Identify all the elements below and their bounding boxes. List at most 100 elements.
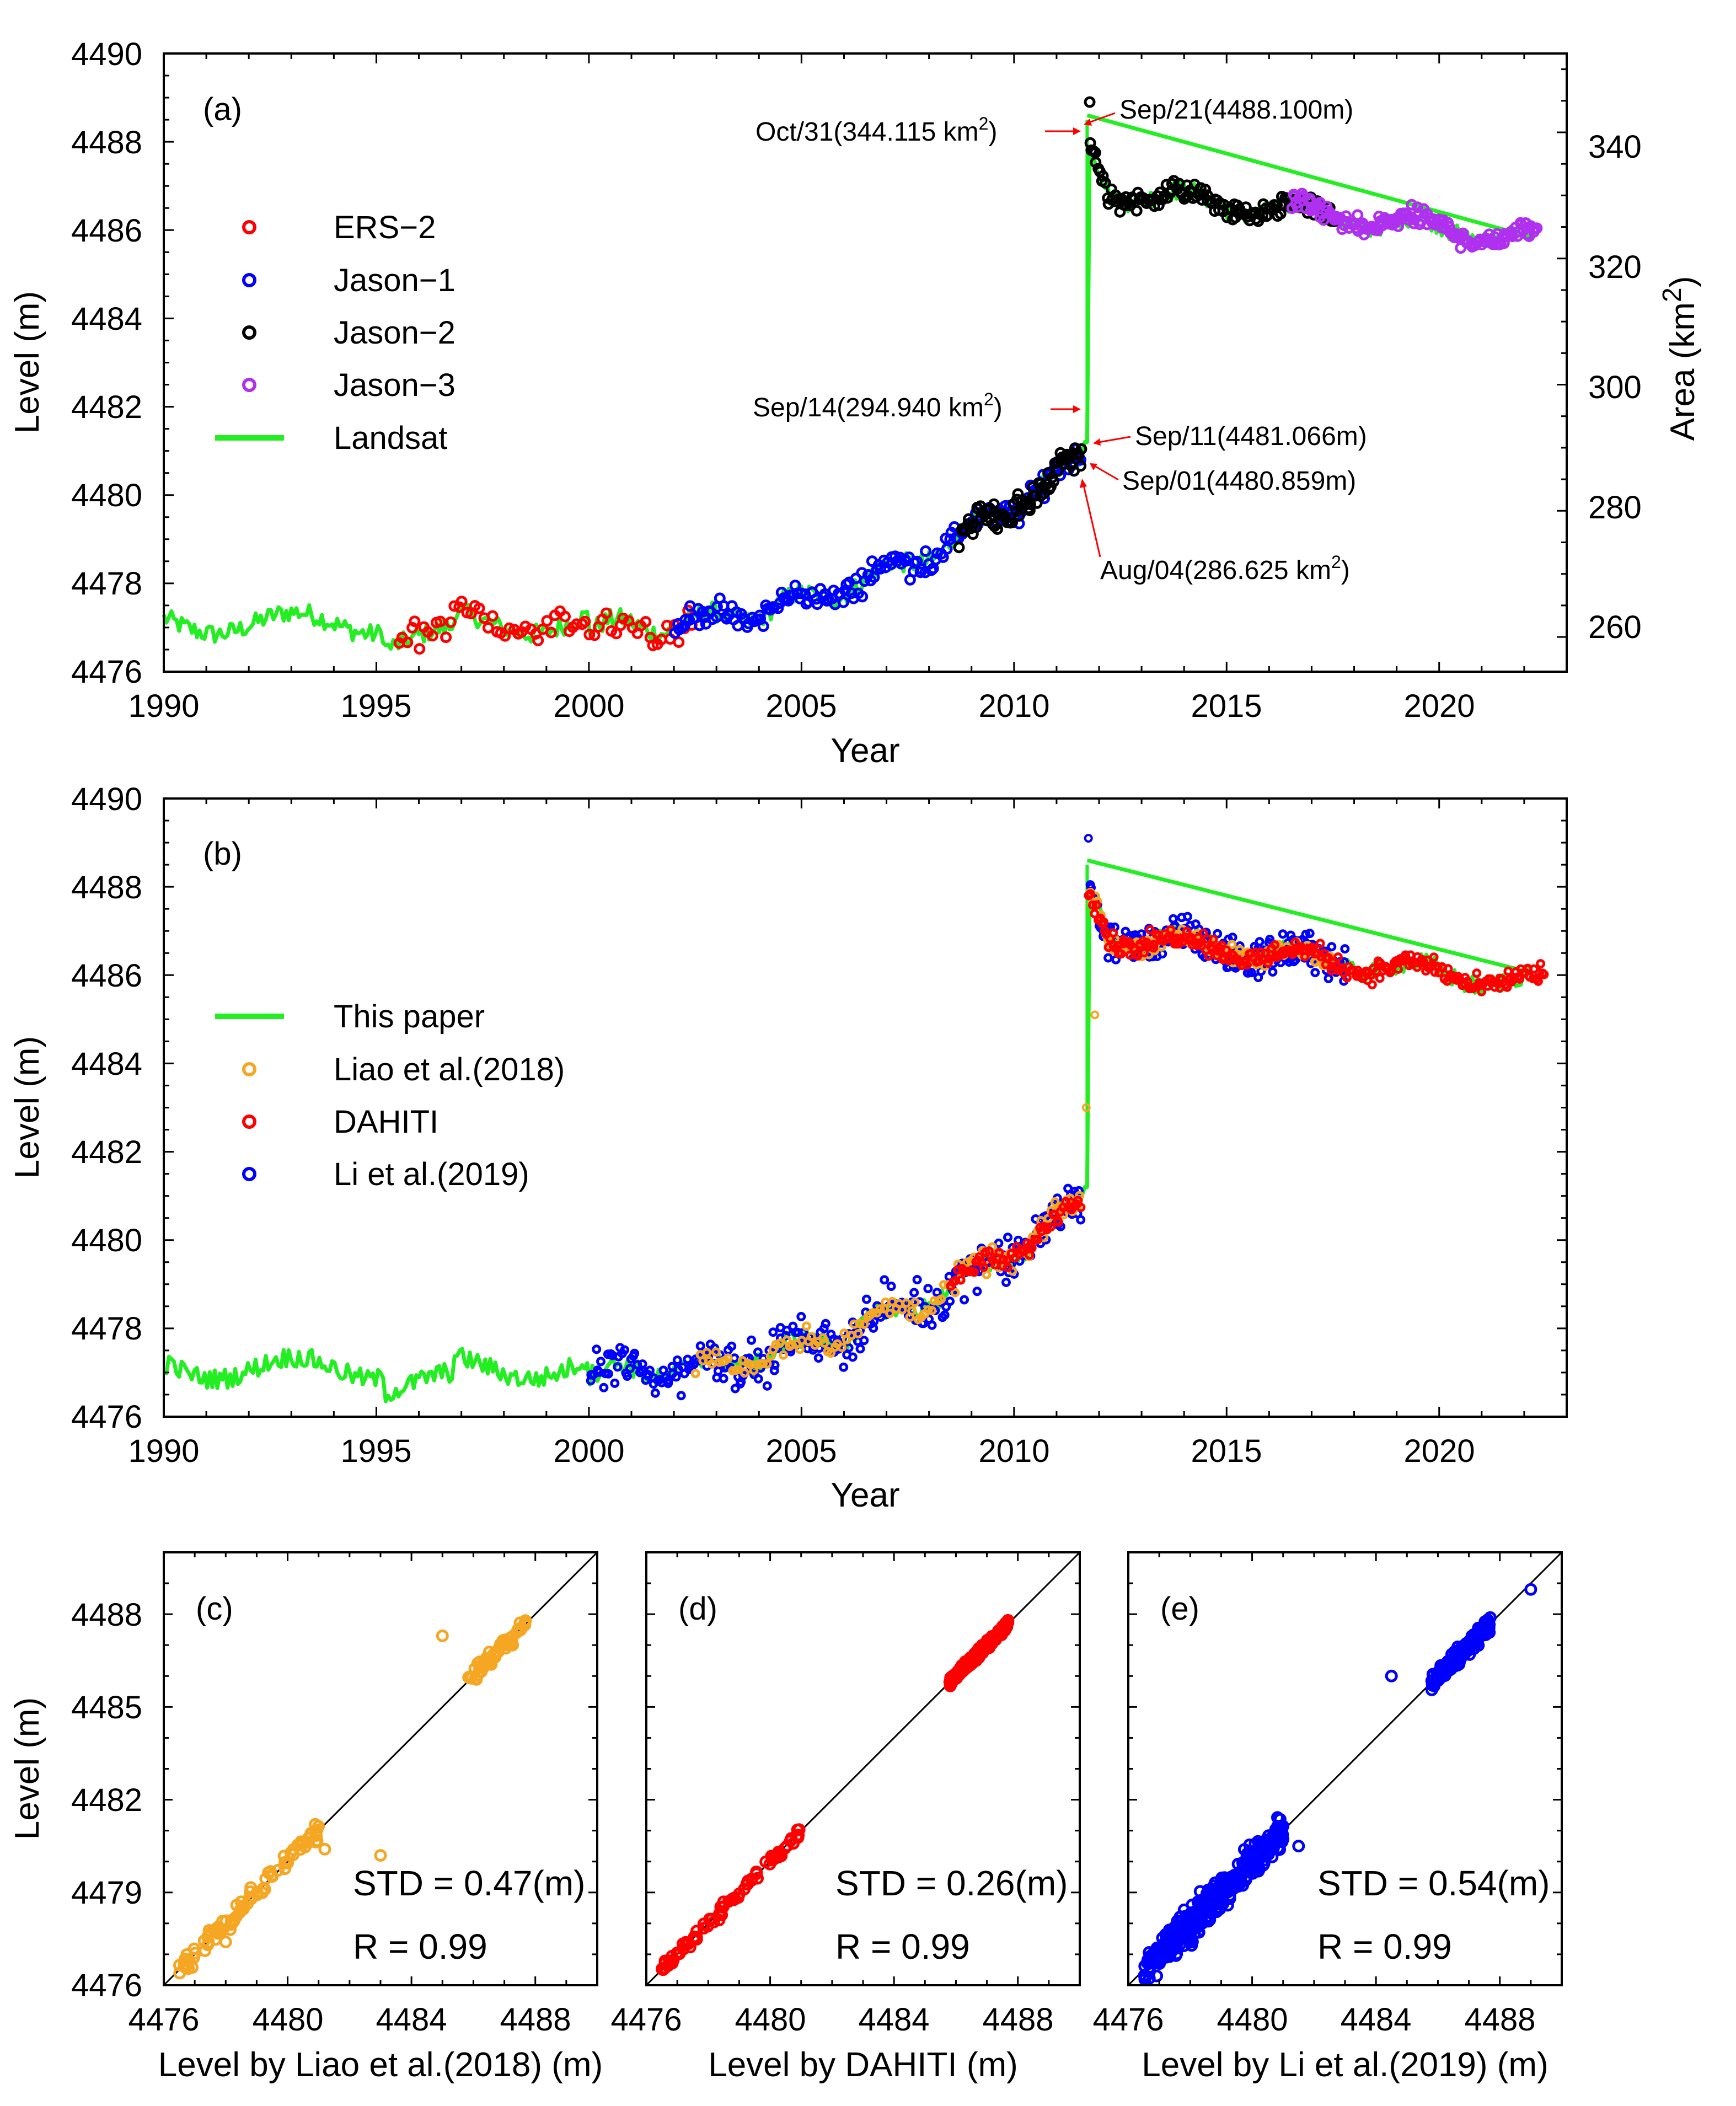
li-point [909, 1288, 919, 1298]
panel-b-xlabel: Year [831, 1476, 899, 1514]
legend-liao-marker [242, 1062, 256, 1076]
jason2-point [992, 523, 1004, 535]
ers2-point [617, 612, 629, 624]
scatter-point [732, 1891, 745, 1904]
scatter-point [1432, 1670, 1445, 1682]
scatter-point [187, 1942, 201, 1955]
scatter-point [1271, 1829, 1284, 1842]
dahiti-point [1085, 889, 1095, 899]
jason2-point [953, 542, 965, 554]
pb-xtick-2: 2000 [553, 1433, 624, 1469]
jason1-point [837, 596, 849, 608]
liao-point [690, 1369, 700, 1379]
scatter-point [1207, 1892, 1220, 1905]
scatter-outlier-point [1385, 1669, 1398, 1682]
liao-point [740, 1368, 749, 1378]
legend-jason3-marker [242, 378, 256, 392]
pc-xtick-2: 4484 [376, 2002, 447, 2038]
li-point [683, 1354, 693, 1364]
dahiti-point [1149, 940, 1159, 950]
pe-xtick-2: 4484 [1340, 2002, 1411, 2038]
panel-a-xlabel: Year [831, 732, 899, 770]
liao-outlier-point [1081, 1103, 1091, 1112]
dahiti-point [1503, 966, 1513, 976]
liao-point [711, 1347, 721, 1357]
scatter-point [212, 1927, 224, 1940]
li-point [695, 1341, 705, 1351]
scatter-point [1193, 1885, 1207, 1898]
scatter-point [1229, 1880, 1242, 1893]
scatter-point [968, 1647, 981, 1660]
li-point [592, 1344, 602, 1354]
scatter-point [944, 1678, 957, 1691]
pb-ytick-5: 4486 [71, 958, 142, 994]
legend-landsat-label: Landsat [334, 420, 447, 456]
pe-xtick-0: 4476 [1092, 2002, 1164, 2038]
pa-rtick-2: 300 [1588, 369, 1642, 405]
liao-point [1050, 1197, 1060, 1207]
pa-ytick-3: 4482 [71, 389, 142, 425]
li-point [664, 1375, 673, 1385]
ers2-point [579, 615, 591, 628]
scatter-point [1217, 1881, 1230, 1894]
scatter-point [1258, 1850, 1271, 1863]
scatter-outlier-point [1524, 1583, 1537, 1596]
dahiti-point [1116, 949, 1126, 959]
dahiti-point [1406, 950, 1416, 960]
jason2-peak-point [1084, 96, 1096, 108]
ers2-point [503, 622, 515, 634]
ers2-point [414, 643, 426, 655]
legend-jason1-label: Jason−1 [334, 262, 456, 298]
ers2-point [409, 615, 421, 628]
scatter-point [1185, 1906, 1198, 1920]
panel-b: (b) 4476 4478 4480 4482 4484 4486 4488 4… [8, 781, 1568, 1514]
li-point [622, 1371, 632, 1381]
li-point [1327, 942, 1337, 952]
panel-a-data-layer [162, 96, 1543, 655]
pb-ytick-6: 4488 [71, 870, 142, 905]
panel-b-xticklabels: 1990 1995 2000 2005 2010 2015 2020 [128, 1433, 1475, 1469]
jason1-point [856, 591, 869, 603]
liao-point [1235, 945, 1245, 955]
pb-ytick-1: 4478 [71, 1311, 142, 1347]
li-point [753, 1374, 763, 1384]
panel-c-r: R = 0.99 [353, 1927, 487, 1966]
ers2-point [401, 636, 414, 649]
scatter-point [682, 1937, 695, 1950]
scatter-point [781, 1839, 794, 1852]
liao-point [868, 1308, 878, 1318]
liao-point [853, 1329, 863, 1339]
li-point [796, 1312, 806, 1321]
pd-xtick-1: 4480 [735, 2002, 806, 2038]
scatter-point [302, 1836, 315, 1849]
li-point [848, 1352, 858, 1362]
scatter-point [1141, 1953, 1154, 1966]
dahiti-point [1208, 935, 1218, 945]
scatter-point [1232, 1866, 1245, 1879]
li-point [1003, 1232, 1012, 1242]
jason3-point [1531, 222, 1543, 234]
pc-ytick-3: 4485 [71, 1690, 142, 1725]
scatter-point [474, 1659, 487, 1672]
panel-b-ylabel: Level (m) [8, 1036, 46, 1178]
liao-point [702, 1348, 712, 1358]
arrow-sep21-head [1084, 119, 1092, 126]
pc-ytick-2: 4482 [71, 1782, 142, 1818]
scatter-point [1197, 1898, 1209, 1911]
arrow-sep01-head [1090, 463, 1097, 470]
dahiti-point [1536, 959, 1546, 969]
liao-point [875, 1304, 885, 1314]
dahiti-point [1145, 925, 1155, 935]
panel-a-ylabel: Level (m) [8, 291, 46, 433]
panel-a-label: (a) [203, 92, 242, 127]
arrow-sep21 [1089, 112, 1116, 124]
pa-ytick-6: 4488 [71, 125, 142, 160]
liao-point [927, 1306, 937, 1316]
legend-jason2-label: Jason−2 [334, 315, 456, 351]
liao-point [1227, 940, 1237, 950]
li-point [813, 1353, 823, 1363]
scatter-point [500, 1638, 513, 1652]
li-point [821, 1319, 831, 1328]
scatter-point [244, 1885, 257, 1898]
dahiti-point [1315, 939, 1325, 948]
